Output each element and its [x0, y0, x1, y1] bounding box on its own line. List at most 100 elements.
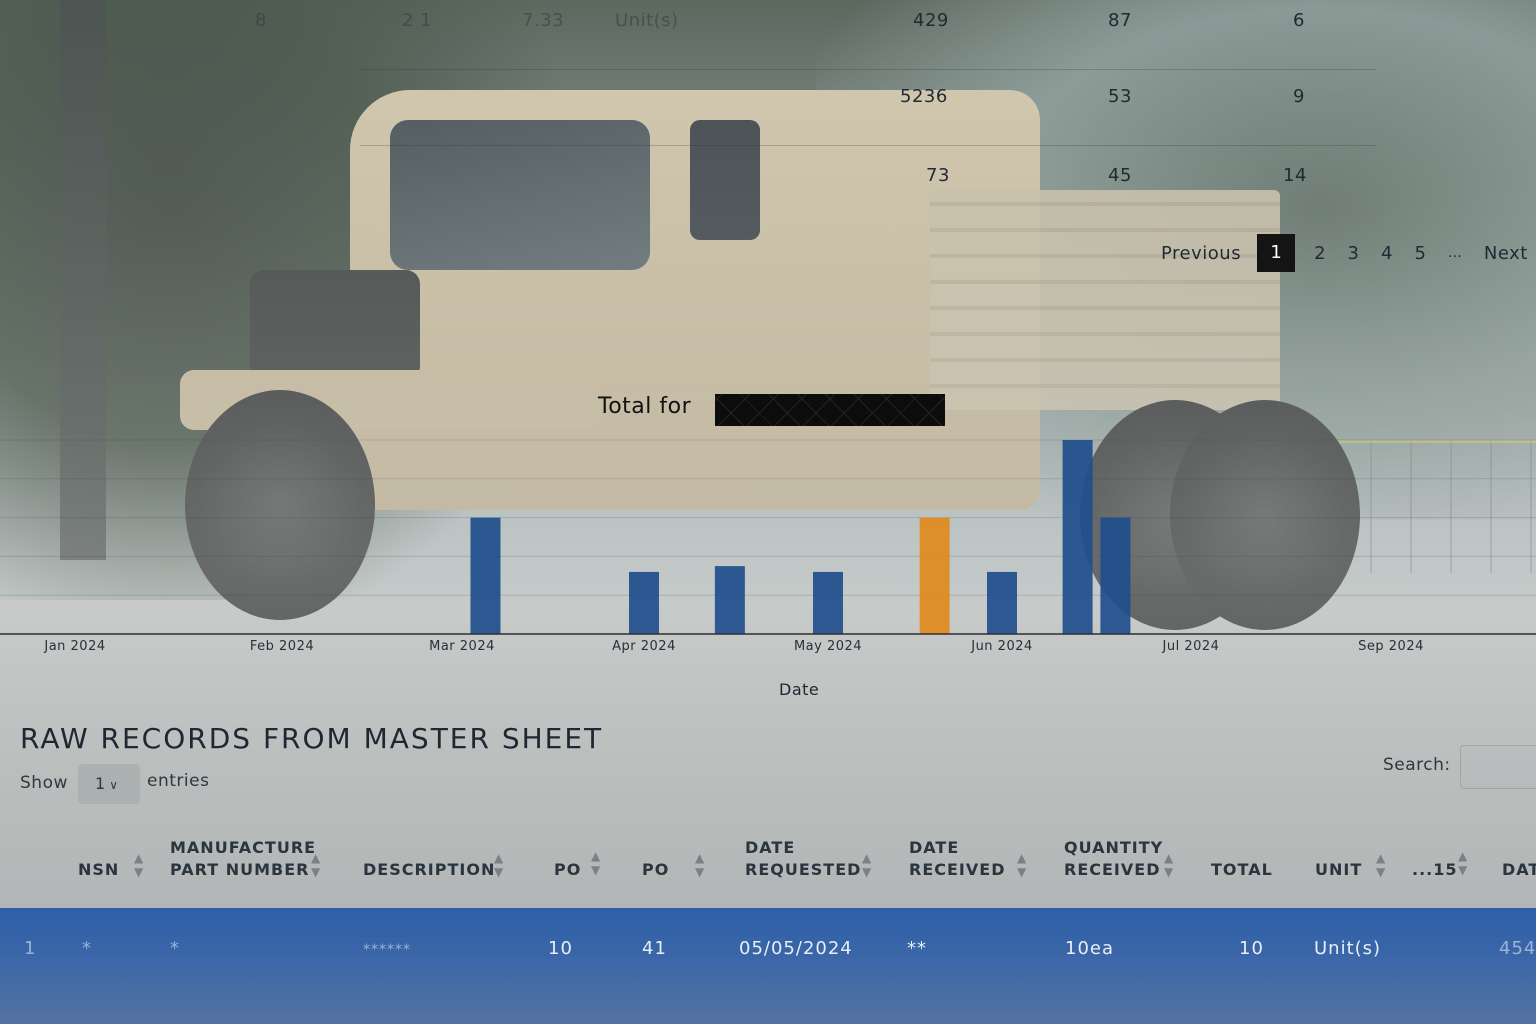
pagination-previous[interactable]: Previous — [1161, 242, 1242, 264]
sort-icon: ▲ ▼ — [311, 851, 321, 879]
row-index: 1 — [24, 938, 37, 959]
search-label: Search: — [1383, 755, 1451, 775]
show-label: Show — [20, 773, 68, 793]
chart-bar — [714, 566, 745, 634]
x-tick-label: Apr 2024 — [612, 639, 676, 654]
header-line: PART NUMBER — [170, 860, 310, 879]
sort-icon: ▲ ▼ — [1017, 851, 1027, 879]
cell-date-requested: 05/05/2024 — [739, 938, 853, 959]
cell-date-received: ** — [907, 938, 927, 959]
row-divider — [360, 69, 1376, 70]
table-cell: 5236 — [900, 86, 948, 107]
chart-title: Total for — [598, 394, 692, 419]
table-cell: 2 1 — [402, 10, 433, 31]
column-header-quantity-received[interactable]: QUANTITY RECEIVED — [1064, 837, 1163, 881]
table-row-selected[interactable]: 1 * * ****** 10 41 05/05/2024 ** 10ea 10… — [0, 908, 1536, 1024]
column-header-po-2[interactable]: PO — [642, 860, 670, 879]
table-cell: 7.33 — [522, 10, 565, 31]
sort-icon: ▲ ▼ — [862, 851, 872, 879]
header-line: RECEIVED — [909, 860, 1006, 879]
column-header-15[interactable]: ...15 — [1412, 860, 1458, 879]
sort-icon: ▲ ▼ — [695, 851, 705, 879]
cell-unit: Unit(s) — [1314, 938, 1382, 959]
chart-gridlines — [0, 439, 1536, 596]
row-divider — [360, 145, 1376, 146]
x-tick-label: May 2024 — [794, 639, 862, 654]
table-cell: 8 — [255, 10, 267, 31]
x-axis-title: Date — [779, 680, 820, 699]
x-axis-ticks: Jan 2024 Feb 2024 Mar 2024 Apr 2024 May 2024… — [43, 639, 1423, 654]
utility-pole — [60, 0, 106, 560]
x-tick-label: Sep 2024 — [1358, 639, 1424, 654]
column-header-unit[interactable]: UNIT — [1315, 860, 1363, 879]
pagination-ellipsis: … — [1447, 245, 1462, 261]
truck-grille — [250, 270, 420, 380]
cell-po-2: 41 — [642, 938, 667, 959]
cell-quantity-received: 10ea — [1065, 938, 1115, 959]
column-header-date[interactable]: DAT — [1502, 860, 1536, 879]
x-tick-label: Jun 2024 — [970, 639, 1033, 654]
header-line: DATE — [745, 838, 796, 857]
cell-total: 10 — [1239, 938, 1264, 959]
truck-cargo-bed — [930, 190, 1280, 410]
chart-bar — [813, 571, 843, 634]
chart-bar — [1062, 440, 1093, 634]
cell-date: 454 — [1499, 938, 1536, 959]
military-truck — [160, 70, 1360, 630]
table-cell: 429 — [913, 10, 949, 31]
entries-label: entries — [147, 771, 210, 791]
table-cell: 45 — [1108, 165, 1132, 186]
table-cell: 53 — [1108, 86, 1132, 107]
sort-icon: ▲ ▼ — [1458, 849, 1468, 877]
header-line: DATE — [909, 838, 960, 857]
chart-bar — [629, 571, 659, 634]
pagination-page-3[interactable]: 3 — [1347, 242, 1359, 264]
table-cell: 87 — [1108, 10, 1132, 31]
column-header-date-requested[interactable]: DATE REQUESTED — [745, 837, 861, 881]
column-header-part-number[interactable]: MANUFACTURE PART NUMBER — [170, 837, 316, 881]
search-input[interactable] — [1460, 745, 1536, 789]
bar-chart: Jan 2024 Feb 2024 Mar 2024 Apr 2024 May 2024… — [0, 439, 1536, 654]
table-header: NSN ▲ ▼ MANUFACTURE PART NUMBER ▲ ▼ DESCRI… — [0, 835, 1536, 905]
sort-icon: ▲ ▼ — [1376, 851, 1386, 879]
sort-icon: ▲ ▼ — [494, 851, 504, 879]
column-header-po[interactable]: PO — [554, 860, 582, 879]
column-header-total[interactable]: TOTAL — [1211, 860, 1273, 879]
table-row: 8 2 1 7.33 Unit(s) 429 87 6 — [0, 10, 1536, 70]
header-line: QUANTITY — [1064, 838, 1164, 857]
cell-nsn: * — [82, 938, 92, 959]
chart-bar — [470, 517, 501, 634]
table-cell: 6 — [1293, 10, 1305, 31]
truck-side-window — [690, 120, 760, 240]
pagination-page-1[interactable]: 1 — [1257, 234, 1296, 272]
truck-rear-wheel-2 — [1170, 400, 1360, 630]
cell-description: ****** — [363, 942, 411, 958]
header-line: RECEIVED — [1064, 860, 1161, 879]
header-line: REQUESTED — [745, 860, 862, 879]
header-line: MANUFACTURE — [170, 838, 317, 857]
sort-icon: ▲ ▼ — [591, 849, 601, 877]
truck-front-wheel — [185, 390, 375, 620]
entries-value: 1 — [95, 774, 106, 793]
truck-windshield — [390, 120, 650, 270]
x-tick-label: Jan 2024 — [43, 639, 105, 654]
column-header-date-received[interactable]: DATE RECEIVED — [909, 837, 1005, 881]
x-tick-label: Feb 2024 — [250, 639, 314, 654]
redacted-name-box — [715, 394, 945, 426]
chart-bar — [919, 517, 950, 634]
pagination-page-2[interactable]: 2 — [1314, 242, 1326, 264]
chart-bars — [470, 440, 1131, 634]
x-tick-label: Mar 2024 — [429, 639, 495, 654]
table-cell: 73 — [926, 165, 950, 186]
table-cell: 14 — [1283, 165, 1307, 186]
column-header-description[interactable]: DESCRIPTION — [363, 860, 496, 879]
entries-select[interactable]: 1 ∨ — [78, 764, 140, 804]
pagination-page-4[interactable]: 4 — [1380, 242, 1393, 264]
pagination-next[interactable]: Next — [1483, 242, 1528, 264]
x-tick-label: Jul 2024 — [1162, 639, 1220, 654]
column-header-nsn[interactable]: NSN — [78, 860, 120, 879]
sort-icon: ▲ ▼ — [1164, 851, 1174, 879]
summary-table: 8 2 1 7.33 Unit(s) 429 87 6 5236 53 9 73… — [0, 0, 1536, 280]
pagination-page-5[interactable]: 5 — [1414, 242, 1426, 264]
